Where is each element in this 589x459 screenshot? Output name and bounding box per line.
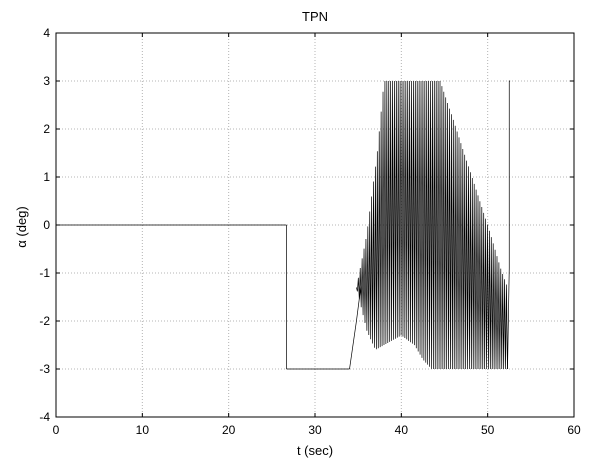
x-tick-label: 10: [136, 423, 150, 437]
x-tick-label: 20: [222, 423, 236, 437]
x-tick-labels: 0 10 20 30 40 50 60: [53, 423, 581, 437]
series-end-spike: [507, 80, 511, 370]
data-layer: [56, 80, 511, 370]
y-tick-labels: -4 -3 -2 -1 0 1 2 3 4: [39, 26, 50, 424]
y-tick-label: -4: [39, 410, 50, 424]
y-tick-label: 4: [43, 26, 50, 40]
y-tick-label: -3: [39, 362, 50, 376]
chart-title: TPN: [302, 9, 328, 24]
y-tick-label: 3: [43, 74, 50, 88]
x-tick-label: 40: [395, 423, 409, 437]
x-tick-label: 50: [481, 423, 495, 437]
ticks: [55, 32, 575, 418]
y-tick-label: -1: [39, 266, 50, 280]
series-oscillation: [356, 80, 508, 370]
y-tick-label: 2: [43, 122, 50, 136]
y-tick-label: 0: [43, 218, 50, 232]
y-axis-title: α (deg): [14, 206, 29, 247]
y-tick-label: 1: [43, 170, 50, 184]
x-tick-label: 0: [53, 423, 60, 437]
y-tick-label: -2: [39, 314, 50, 328]
x-axis-title: t (sec): [297, 443, 333, 458]
x-tick-label: 30: [308, 423, 322, 437]
x-tick-label: 60: [567, 423, 581, 437]
